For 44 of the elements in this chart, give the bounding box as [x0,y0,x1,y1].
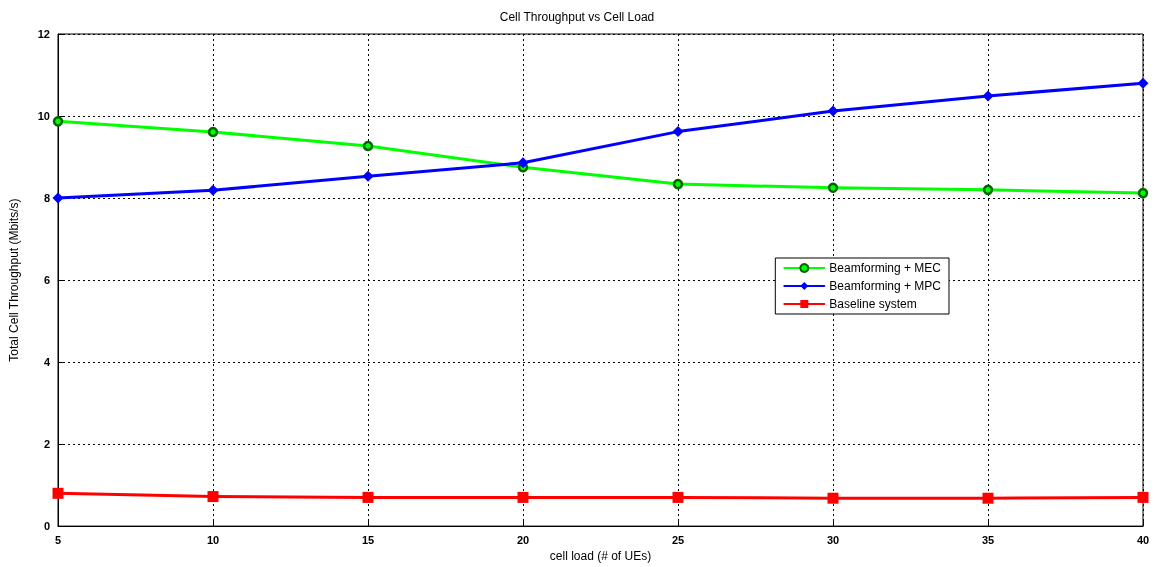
y-tick-label: 2 [43,438,50,451]
point [362,140,374,152]
legend-label: Beamforming + MPC [829,279,942,293]
point [672,178,684,190]
point [827,492,839,504]
x-axis-title: cell load (# of UEs) [549,549,652,563]
point [52,192,64,204]
x-tick-label: 25 [671,533,685,546]
point [982,184,994,196]
x-tick-label: 20 [516,533,530,546]
point [207,126,219,138]
x-tick-label: 10 [206,533,220,546]
point [982,492,994,504]
point [982,90,994,102]
y-tick-label: 8 [43,192,50,205]
x-tick-label: 30 [826,533,840,546]
point [1137,491,1149,503]
x-tick-label: 15 [361,533,375,546]
x-tick-label: 40 [1136,533,1150,546]
point [207,491,219,503]
x-tick-label: 5 [54,533,62,546]
point [362,491,374,503]
point [1137,77,1149,89]
point [52,487,64,499]
point [207,184,219,196]
chart-title: Cell Throughput vs Cell Load [499,10,655,24]
y-tick-label: 6 [43,274,50,287]
y-axis-title: Total Cell Throughput (Mbits/s) [7,198,21,362]
point [362,170,374,182]
y-tick-label: 10 [37,110,50,123]
point [672,126,684,138]
y-tick-label: 4 [43,356,51,369]
point [517,491,529,503]
point [827,105,839,117]
point [52,116,64,127]
x-tick-label: 35 [981,533,995,546]
point [1137,187,1149,199]
legend-label: Baseline system [829,297,917,311]
point [672,491,684,503]
point [517,157,529,169]
y-tick-label: 0 [43,520,50,533]
y-tick-label: 12 [37,28,50,40]
legend-label: Beamforming + MEC [829,261,942,275]
point [827,182,839,194]
